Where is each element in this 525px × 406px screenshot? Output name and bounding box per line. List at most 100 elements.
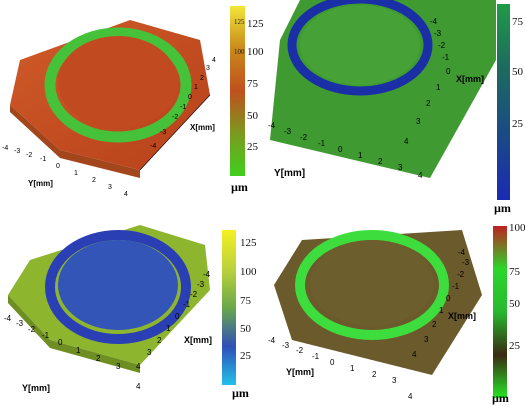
colorbar-top-left-tick: 75 [247,78,258,90]
svg-text:1: 1 [436,83,441,92]
svg-text:2: 2 [372,370,377,379]
svg-text:-2: -2 [28,325,36,334]
surface-3d-top-left: 4 3 2 1 0 -1 -2 -3 -4 X[mm] -4 -3 -2 -1 … [2,20,216,198]
svg-text:-1: -1 [312,352,320,361]
svg-text:Y[mm]: Y[mm] [22,383,50,393]
colorbar-bottom-left-tick: 25 [240,350,251,362]
svg-text:0: 0 [175,312,180,321]
svg-text:1: 1 [74,170,78,177]
surface-plot-bottom-right: -4 -3 -2 -1 0 1 2 3 4 X[mm] -4 -3 -2 -1 … [262,215,492,405]
svg-text:-2: -2 [172,114,178,121]
svg-text:0: 0 [56,163,60,170]
colorbar-bottom-right-tick: 25 [509,340,520,352]
svg-text:0: 0 [338,145,343,154]
svg-text:3: 3 [424,335,429,344]
svg-text:-2: -2 [457,270,465,279]
svg-text:4: 4 [418,171,423,180]
x-axis: -4 -3 -2 -1 0 1 2 3 4 X[mm] [412,248,476,359]
svg-text:1: 1 [194,84,198,91]
svg-text:2: 2 [96,354,101,363]
colorbar-top-right-tick: 25 [512,118,523,130]
svg-text:-4: -4 [4,314,12,323]
colorbar-bottom-left-tick: 50 [240,323,251,335]
svg-text:-3: -3 [16,319,24,328]
svg-text:3: 3 [416,117,421,126]
svg-text:X[mm]: X[mm] [456,74,484,84]
svg-text:1: 1 [358,151,363,160]
svg-text:4: 4 [212,57,216,64]
svg-text:4: 4 [136,382,141,391]
svg-text:4: 4 [124,191,128,198]
ring-feature [295,230,449,340]
svg-text:0: 0 [446,67,451,76]
svg-text:-1: -1 [318,139,326,148]
colorbar-top-left [230,6,245,176]
svg-text:0: 0 [58,338,63,347]
svg-text:4: 4 [408,392,413,401]
svg-text:-2: -2 [190,290,198,299]
svg-text:3: 3 [147,348,152,357]
svg-text:-4: -4 [458,248,466,257]
colorbar-top-left-unit: µm [231,180,248,194]
svg-text:-1: -1 [183,300,191,309]
svg-text:2: 2 [92,177,96,184]
colorbar-top-left-tick: 25 [247,141,258,153]
colorbar-bottom-right-tick: 100 [509,222,525,234]
svg-text:3: 3 [116,362,121,371]
svg-text:-4: -4 [203,270,211,279]
svg-text:-3: -3 [462,258,470,267]
colorbar-bottom-right-tick: 50 [509,298,520,310]
colorbar-top-right-unit: µm [494,201,511,215]
colorbar-top-right [497,4,510,200]
colorbar-bottom-left-tick: 125 [240,237,257,249]
svg-text:2: 2 [200,75,204,82]
y-axis: -4 -3 -2 -1 0 1 2 3 4 Y[mm] [268,121,423,180]
svg-text:-1: -1 [180,104,186,111]
colorbar-bottom-left-unit: µm [232,386,249,400]
svg-text:-2: -2 [296,346,304,355]
svg-text:1: 1 [350,364,355,373]
y-axis: -4 -3 -2 -1 0 1 2 3 4 Y[mm] [268,336,413,401]
svg-text:-4: -4 [150,143,156,150]
ring-feature [44,27,192,143]
surface-plot-top-left: 4 3 2 1 0 -1 -2 -3 -4 X[mm] -4 -3 -2 -1 … [0,0,250,200]
svg-text:4: 4 [404,137,409,146]
x-axis: 4 3 2 1 0 -1 -2 -3 -4 X[mm] [139,57,216,171]
ring-feature [287,0,433,96]
svg-text:X[mm]: X[mm] [448,311,476,321]
svg-text:Y[mm]: Y[mm] [274,168,305,179]
colorbar-top-left-tick: 125 [247,18,264,30]
svg-text:-2: -2 [26,152,32,159]
svg-text:-3: -3 [434,29,442,38]
svg-text:-1: -1 [40,156,46,163]
colorbar-bottom-left-tick: 100 [240,266,257,278]
colorbar-top-right-tick: 75 [512,16,523,28]
svg-text:3: 3 [108,184,112,191]
svg-text:0: 0 [188,94,192,101]
ring-feature [45,230,191,344]
svg-text:0: 0 [330,358,335,367]
svg-text:-3: -3 [284,127,292,136]
svg-text:2: 2 [378,157,383,166]
surface-3d-top-right: -4 -3 -2 -1 0 1 2 3 4 X[mm] -4 -3 -2 -1 … [268,0,496,180]
svg-text:-3: -3 [14,148,20,155]
svg-text:-1: -1 [452,282,460,291]
svg-text:0: 0 [446,294,451,303]
svg-text:1: 1 [76,346,81,355]
colorbar-top-left-tick: 100 [247,46,264,58]
y-axis: -4 -3 -2 -1 0 1 2 3 4 Y[mm] [4,314,141,393]
svg-text:-3: -3 [282,341,290,350]
colorbar-bottom-right [493,226,507,398]
svg-text:3: 3 [206,65,210,72]
colorbar-bottom-right-unit: µm [492,391,509,405]
svg-text:X[mm]: X[mm] [184,335,212,345]
svg-text:3: 3 [398,163,403,172]
svg-text:-2: -2 [438,41,446,50]
svg-text:-1: -1 [42,331,50,340]
svg-text:-3: -3 [197,280,205,289]
svg-text:-4: -4 [268,121,276,130]
svg-text:4: 4 [136,362,141,371]
x-axis: -4 -3 -2 -1 0 1 2 3 4 X[mm] [136,270,212,371]
surface-plot-top-right: -4 -3 -2 -1 0 1 2 3 4 X[mm] -4 -3 -2 -1 … [260,0,496,200]
colorbar-top-left-minor-125: 125 [234,18,245,26]
